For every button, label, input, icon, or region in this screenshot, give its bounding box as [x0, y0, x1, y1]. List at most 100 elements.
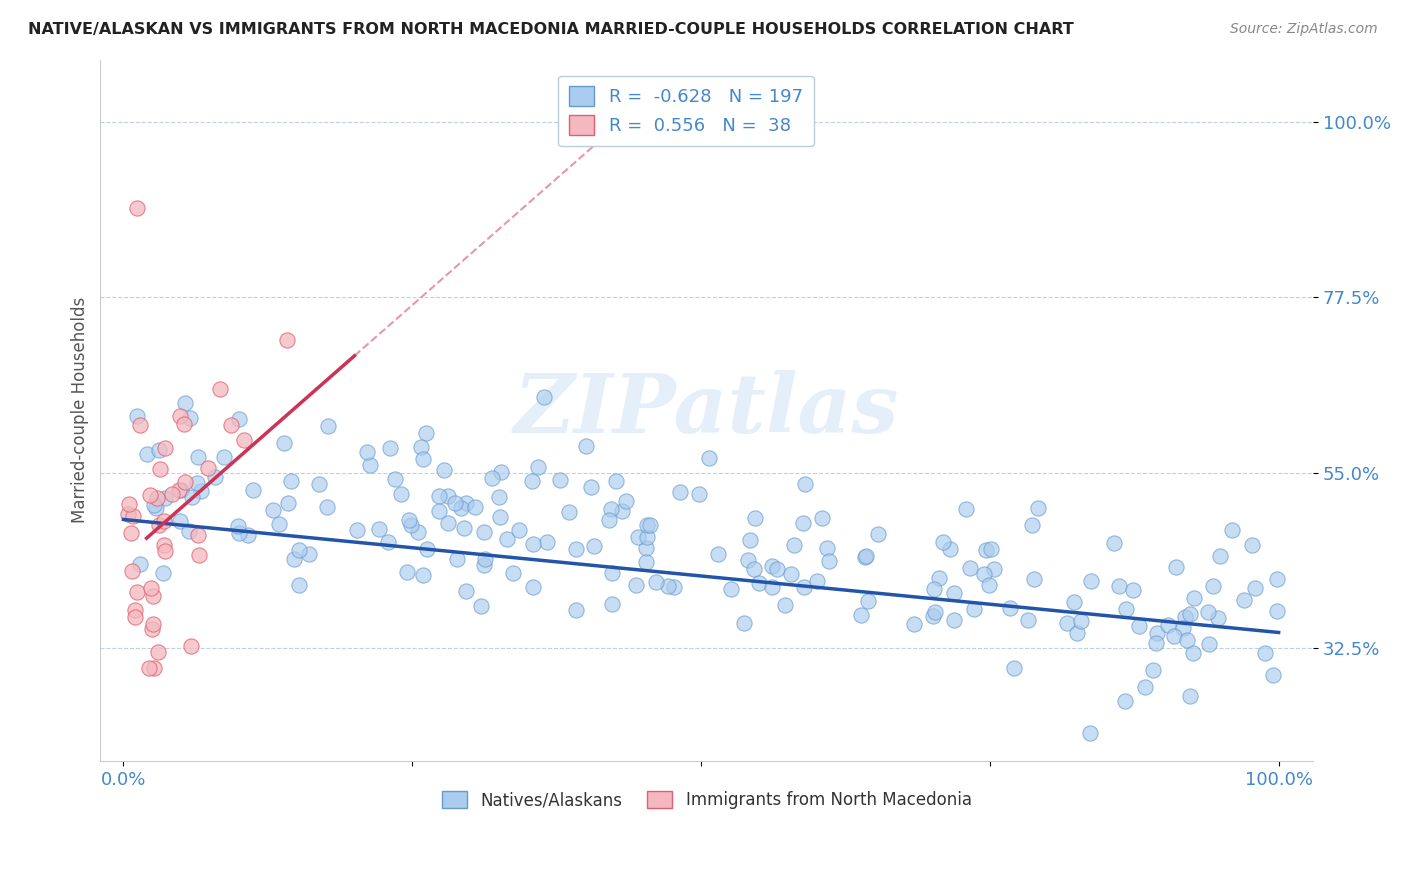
- Point: [138, 660, 160, 674]
- Point: [495, 532, 517, 546]
- Point: [600, 598, 623, 612]
- Point: [1122, 582, 1144, 597]
- Point: [280, 474, 302, 488]
- Point: [508, 523, 530, 537]
- Point: [1182, 591, 1205, 605]
- Point: [219, 417, 242, 432]
- Point: [190, 484, 212, 499]
- Point: [1142, 663, 1164, 677]
- Point: [1209, 549, 1232, 564]
- Point: [367, 522, 389, 536]
- Point: [1178, 607, 1201, 621]
- Point: [489, 465, 512, 479]
- Point: [1144, 636, 1167, 650]
- Point: [1063, 595, 1085, 609]
- Point: [849, 608, 872, 623]
- Point: [136, 447, 159, 461]
- Point: [129, 558, 152, 572]
- Point: [1017, 613, 1039, 627]
- Point: [127, 585, 149, 599]
- Point: [186, 475, 208, 490]
- Point: [624, 578, 647, 592]
- Point: [121, 565, 143, 579]
- Point: [437, 516, 460, 531]
- Point: [565, 603, 588, 617]
- Point: [1066, 626, 1088, 640]
- Point: [744, 511, 766, 525]
- Point: [152, 566, 174, 580]
- Point: [1175, 633, 1198, 648]
- Point: [464, 500, 486, 514]
- Point: [942, 613, 965, 627]
- Point: [1002, 661, 1025, 675]
- Point: [283, 551, 305, 566]
- Point: [153, 544, 176, 558]
- Point: [173, 395, 195, 409]
- Point: [943, 586, 966, 600]
- Point: [276, 333, 298, 347]
- Point: [1166, 560, 1188, 574]
- Point: [983, 562, 1005, 576]
- Point: [228, 412, 250, 426]
- Point: [612, 504, 634, 518]
- Point: [793, 580, 815, 594]
- Point: [1115, 602, 1137, 616]
- Point: [139, 488, 162, 502]
- Point: [152, 538, 174, 552]
- Point: [380, 441, 402, 455]
- Point: [129, 417, 152, 432]
- Point: [209, 382, 232, 396]
- Point: [924, 605, 946, 619]
- Point: [636, 555, 658, 569]
- Point: [149, 462, 172, 476]
- Point: [922, 582, 945, 596]
- Point: [1021, 518, 1043, 533]
- Point: [855, 549, 877, 563]
- Point: [488, 490, 510, 504]
- Point: [389, 486, 412, 500]
- Point: [575, 439, 598, 453]
- Point: [600, 566, 623, 580]
- Point: [1174, 610, 1197, 624]
- Point: [645, 575, 668, 590]
- Point: [273, 436, 295, 450]
- Point: [638, 518, 661, 533]
- Point: [124, 609, 146, 624]
- Point: [1198, 637, 1220, 651]
- Point: [233, 433, 256, 447]
- Point: [437, 489, 460, 503]
- Point: [668, 485, 690, 500]
- Point: [415, 426, 437, 441]
- Point: [1070, 615, 1092, 629]
- Point: [356, 445, 378, 459]
- Point: [453, 521, 475, 535]
- Point: [127, 201, 149, 215]
- Point: [853, 550, 876, 565]
- Point: [1128, 619, 1150, 633]
- Point: [688, 487, 710, 501]
- Point: [470, 599, 492, 614]
- Legend: Natives/Alaskans, Immigrants from North Macedonia: Natives/Alaskans, Immigrants from North …: [436, 784, 979, 816]
- Point: [204, 470, 226, 484]
- Point: [742, 562, 765, 576]
- Point: [962, 602, 984, 616]
- Point: [959, 561, 981, 575]
- Point: [173, 417, 195, 432]
- Point: [664, 580, 686, 594]
- Point: [1254, 646, 1277, 660]
- Point: [766, 562, 789, 576]
- Point: [412, 451, 434, 466]
- Point: [409, 440, 432, 454]
- Point: [197, 461, 219, 475]
- Point: [226, 519, 249, 533]
- Point: [416, 542, 439, 557]
- Point: [614, 494, 637, 508]
- Point: [794, 476, 817, 491]
- Point: [454, 583, 477, 598]
- Point: [738, 533, 761, 547]
- Point: [148, 442, 170, 457]
- Point: [148, 517, 170, 532]
- Point: [179, 410, 201, 425]
- Point: [558, 505, 581, 519]
- Point: [406, 524, 429, 539]
